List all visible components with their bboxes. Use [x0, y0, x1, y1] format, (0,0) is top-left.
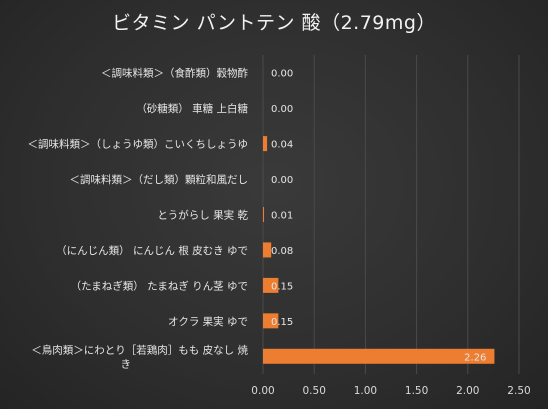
- bars: [263, 136, 495, 364]
- category-label: ＜調味料類＞（しょうゆ類）こいくちしょうゆ: [28, 138, 249, 151]
- category-label: ＜調味料類＞（食酢類）穀物酢: [101, 67, 248, 80]
- data-label: 2.26: [464, 352, 486, 363]
- data-label: 0.04: [271, 140, 293, 151]
- x-tick-label: 2.00: [456, 385, 479, 397]
- chart-title: ビタミン パントテン 酸（2.79mg）: [112, 12, 436, 34]
- grid-lines: [262, 55, 520, 374]
- category-labels: ＜調味料類＞（食酢類）穀物酢 （砂糖類） 車糖 上白糖 ＜調味料類＞（しょうゆ類）こ…: [28, 67, 249, 371]
- x-tick-label: 2.50: [507, 385, 530, 397]
- category-label: オクラ 果実 ゆで: [168, 315, 248, 328]
- bar: [263, 242, 272, 258]
- bar: [263, 313, 279, 329]
- x-tick-label: 1.50: [405, 385, 428, 397]
- x-tick-label: 1.00: [354, 385, 377, 397]
- data-label: 0.15: [271, 281, 293, 292]
- data-label: 0.00: [271, 69, 293, 80]
- category-label: （砂糖類） 車糖 上白糖: [136, 102, 248, 115]
- data-label: 0.15: [271, 317, 293, 328]
- data-labels: 0.00 0.00 0.04 0.00 0.01 0.08 0.15 0.15 2.26: [271, 69, 486, 364]
- category-label: （にんじん類） にんじん 根 皮むき ゆで: [56, 244, 248, 257]
- x-tick-label: 0.50: [303, 385, 326, 397]
- data-label: 0.00: [271, 175, 293, 186]
- data-label: 0.00: [271, 104, 293, 115]
- bar: [263, 207, 265, 222]
- bar: [263, 277, 279, 293]
- bar: [263, 348, 495, 364]
- category-label: ＜鳥肉類＞にわとり［若鶏肉］もも 皮なし 焼き: [31, 343, 248, 370]
- bar: [263, 136, 268, 152]
- x-axis-ticks: 0.00 0.50 1.00 1.50 2.00 2.50: [251, 385, 530, 397]
- category-label: とうがらし 果実 乾: [157, 209, 248, 222]
- category-label: ＜調味料類＞（だし類）顆粒和風だし: [70, 173, 249, 186]
- x-tick-label: 0.00: [251, 385, 274, 397]
- data-label: 0.01: [271, 211, 293, 222]
- data-label: 0.08: [271, 246, 293, 257]
- category-label: （たまねぎ類） たまねぎ りん茎 ゆで: [71, 279, 248, 292]
